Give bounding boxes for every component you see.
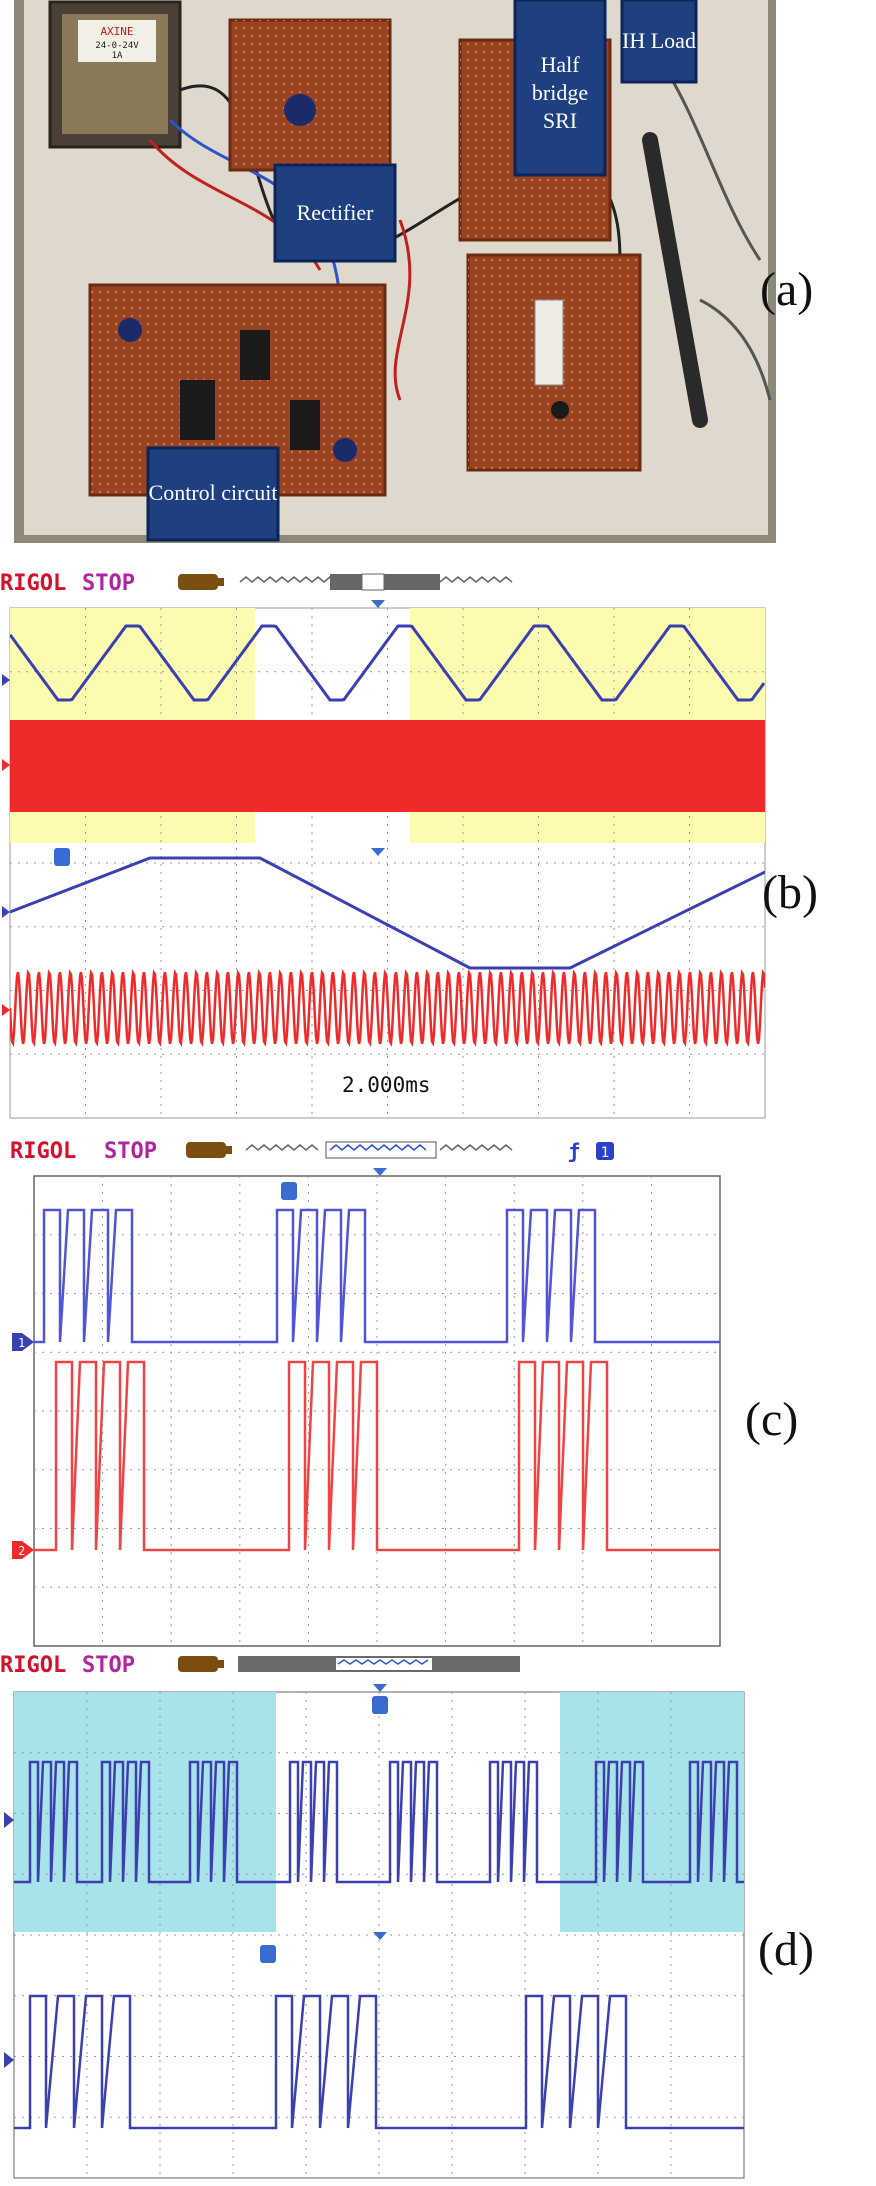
- trigger-level-icon-d-lower: [260, 1945, 276, 1963]
- waveform-d-upper: [14, 1760, 744, 1884]
- battery-icon-b: [178, 574, 218, 590]
- svg-text:SRI: SRI: [543, 108, 577, 133]
- ch1-marker-d: [4, 1812, 14, 1828]
- transformer: AXINE 24-0-24V 1A: [48, 0, 182, 149]
- svg-text:1: 1: [18, 1336, 25, 1350]
- waveform-b-lower-red: [10, 969, 765, 1047]
- transformer-brand: AXINE: [100, 25, 133, 38]
- trigger-level-icon-c: [281, 1182, 297, 1200]
- panel-label-a: (a): [760, 263, 813, 316]
- panel-b: RIGOL STOP 2.000ms (b): [0, 540, 876, 1140]
- svg-text:1: 1: [601, 1145, 609, 1161]
- trigger-position-marker-b: [371, 600, 385, 608]
- trigger-source-badge-c: [596, 1142, 614, 1160]
- svg-text:1A: 1A: [112, 51, 123, 61]
- scope-brand-c: RIGOL: [10, 1139, 76, 1164]
- tag-control-circuit: Control circuit: [146, 446, 280, 542]
- scope-status-b: STOP: [82, 571, 135, 596]
- ch1-marker-b: [2, 674, 10, 686]
- battery-icon-c: [186, 1142, 226, 1158]
- svg-text:IH Load: IH Load: [622, 28, 696, 53]
- trigger-position-marker-c: [373, 1168, 387, 1176]
- scope-status-c: STOP: [104, 1139, 157, 1164]
- waveform-b-upper-blue: [10, 624, 765, 702]
- tag-rectifier: Rectifier: [273, 163, 397, 263]
- ch1-marker-d-lower: [4, 2052, 14, 2068]
- svg-text:Control circuit: Control circuit: [149, 480, 278, 505]
- waveform-b-lower-blue: [10, 856, 765, 970]
- panel-d: RIGOL STOP (d): [0, 1640, 876, 2181]
- trigger-level-icon-b: [54, 848, 70, 866]
- memory-bar-d: [238, 1656, 520, 1672]
- trigger-level-icon-d: [372, 1696, 388, 1714]
- panel-a: AXINE 24-0-24V 1A: [0, 0, 876, 545]
- waveform-c-ch2: [34, 1360, 720, 1552]
- ch1-marker-c: 1: [12, 1333, 34, 1351]
- scope-brand-b: RIGOL: [0, 571, 66, 596]
- waveform-b-upper-red: [10, 720, 765, 812]
- memory-bar-c: [245, 1141, 513, 1159]
- panel-label-d: (d): [758, 1923, 814, 1976]
- ch2-marker-b: [2, 759, 10, 771]
- scope-brand-d: RIGOL: [0, 1653, 66, 1678]
- tag-half-bridge-sri: Half bridge SRI: [513, 0, 607, 177]
- ch2-marker-c: 2: [12, 1541, 34, 1559]
- battery-icon-d: [178, 1656, 218, 1672]
- zoom-highlight-right-d: [560, 1692, 744, 1932]
- scope-status-d: STOP: [82, 1653, 135, 1678]
- panel-label-b: (b): [762, 866, 818, 919]
- panel-c: RIGOL STOP ƒ 1 1 2 (c): [0, 1130, 876, 1650]
- zoom-highlight-left-d: [14, 1692, 276, 1932]
- waveform-c-ch1: [34, 1208, 720, 1344]
- memory-bar-b: [239, 573, 513, 591]
- svg-text:Half: Half: [540, 52, 580, 77]
- svg-text:bridge: bridge: [532, 80, 588, 105]
- trigger-edge-icon-c: ƒ: [568, 1139, 580, 1163]
- waveform-d-lower: [14, 1994, 744, 2130]
- svg-text:24-0-24V: 24-0-24V: [95, 41, 139, 51]
- svg-text:Rectifier: Rectifier: [297, 200, 375, 225]
- svg-text:2: 2: [18, 1544, 25, 1558]
- timebase-readout-b: 2.000ms: [342, 1073, 431, 1097]
- panel-label-c: (c): [745, 1393, 798, 1446]
- trigger-position-marker-d: [373, 1684, 387, 1692]
- tag-ih-load: IH Load: [620, 0, 698, 84]
